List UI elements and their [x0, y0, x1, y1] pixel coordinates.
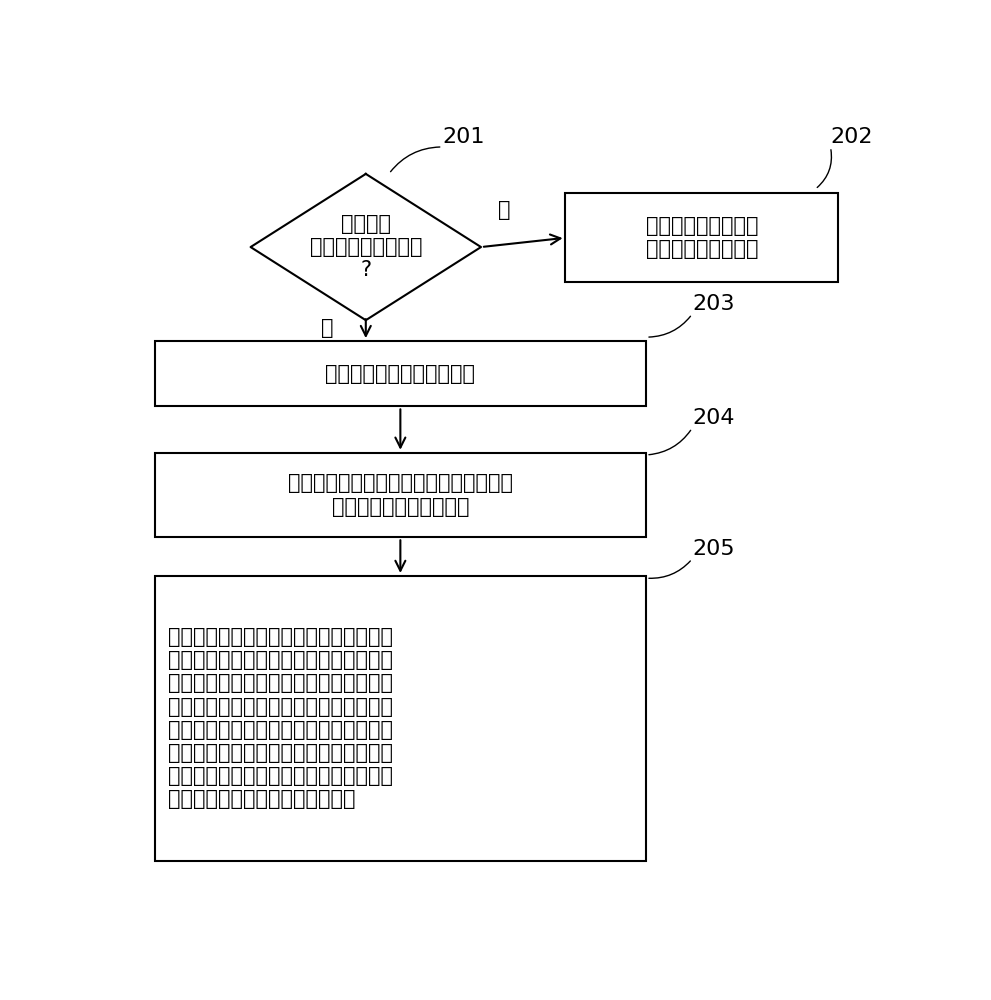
- Bar: [155, 453, 646, 537]
- Text: 204: 204: [692, 408, 734, 428]
- Text: 205: 205: [692, 539, 735, 559]
- Text: 获取邻居节点的节点深度；: 获取邻居节点的节点深度；: [325, 364, 476, 384]
- Text: 是: 是: [497, 200, 510, 220]
- Text: 根据第一比较过程的结果确定邻居节点的
节点类型；其中，若邻居节点的节点深度
比本地节点的节点深度低，则将邻居节点
确定为备选父节点；若邻居节点的节点深
度与本地: 根据第一比较过程的结果确定邻居节点的 节点类型；其中，若邻居节点的节点深度 比本…: [168, 627, 393, 809]
- Bar: [566, 193, 838, 282]
- Text: 否: 否: [321, 318, 334, 338]
- Text: 判断邻居
节点是否为兄弟节点
?: 判断邻居 节点是否为兄弟节点 ?: [309, 214, 422, 280]
- Bar: [155, 576, 646, 861]
- Text: 将邻居节点的节点深度与本地节点的节点
深度进行第一比较过程；: 将邻居节点的节点深度与本地节点的节点 深度进行第一比较过程；: [287, 473, 513, 517]
- Text: 203: 203: [692, 294, 734, 314]
- Text: 202: 202: [830, 127, 873, 147]
- Text: 将邻居节点的节点类
型确定为兄弟节点。: 将邻居节点的节点类 型确定为兄弟节点。: [645, 216, 758, 259]
- Bar: [155, 341, 646, 406]
- Text: 201: 201: [443, 127, 486, 147]
